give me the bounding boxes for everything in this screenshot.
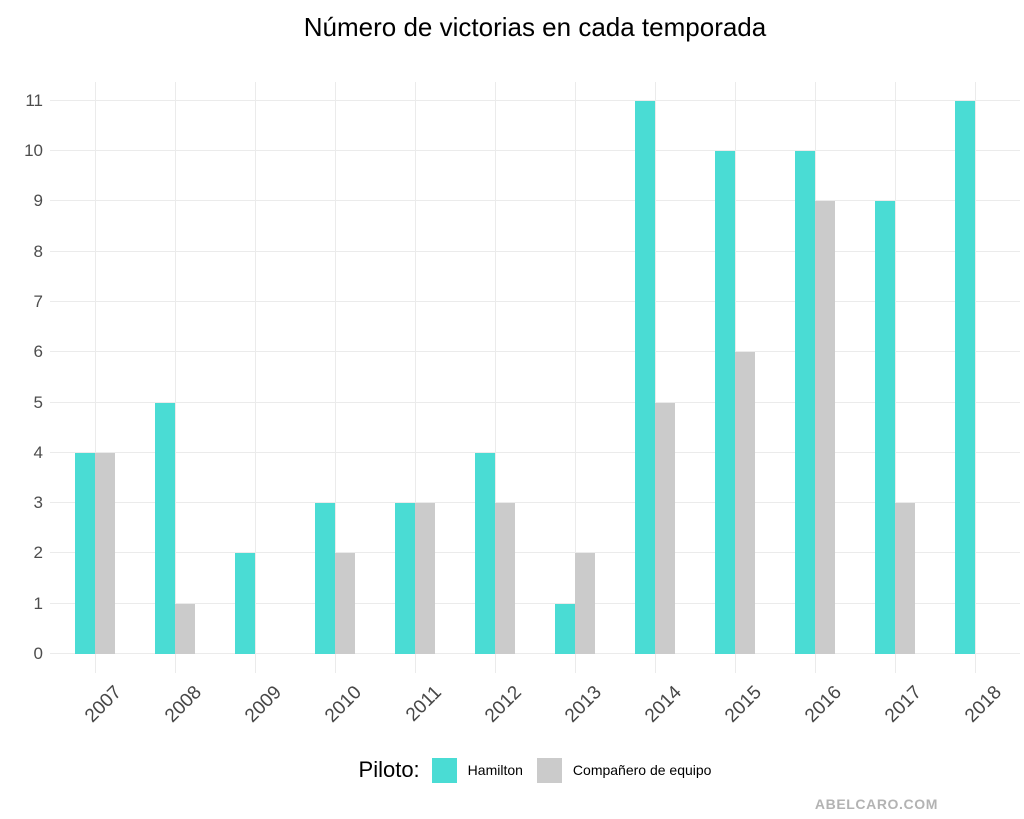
- x-tick-label: 2015: [721, 682, 766, 727]
- x-tick-label: 2011: [402, 682, 446, 726]
- watermark: ABELCARO.COM: [814, 796, 938, 812]
- y-tick-label: 8: [33, 241, 43, 261]
- bar-hamilton-2013: [555, 603, 575, 654]
- bar-teammate-2008: [175, 603, 195, 654]
- legend-item-teammate: Compañero de equipo: [536, 757, 712, 783]
- y-tick-label: 10: [24, 141, 43, 160]
- v-gridline: [895, 82, 896, 673]
- bar-teammate-2010: [335, 553, 355, 654]
- h-gridline: [50, 150, 1020, 151]
- legend-swatch-hamilton: [431, 757, 457, 783]
- v-gridline: [655, 82, 656, 673]
- x-tick-label: 2010: [321, 682, 366, 727]
- bar-hamilton-2010: [315, 503, 335, 654]
- bar-hamilton-2018: [955, 100, 975, 654]
- y-tick-label: 1: [33, 593, 43, 613]
- h-gridline: [50, 250, 1020, 252]
- bar-hamilton-2007: [75, 452, 95, 654]
- legend-label-teammate: Compañero de equipo: [572, 762, 712, 778]
- h-gridline: [50, 200, 1020, 202]
- bar-teammate-2017: [895, 503, 915, 654]
- y-tick-label: 3: [33, 493, 43, 513]
- legend-swatch-teammate: [536, 757, 562, 783]
- x-tick-label: 2009: [241, 682, 286, 727]
- chart-legend: Piloto: Hamilton Compañero de equipo: [50, 757, 1020, 783]
- y-tick-label: 7: [33, 291, 43, 311]
- y-tick-label: 2: [33, 543, 43, 563]
- y-tick-label: 9: [33, 191, 43, 211]
- y-tick-label: 6: [33, 342, 43, 362]
- bar-hamilton-2011: [395, 503, 415, 654]
- bar-hamilton-2016: [795, 151, 815, 654]
- bar-teammate-2011: [415, 503, 435, 654]
- chart-title: Número de victorias en cada temporada: [303, 12, 767, 42]
- x-tick-label: 2012: [481, 682, 526, 727]
- x-tick-label: 2007: [81, 682, 126, 727]
- h-gridline: [50, 351, 1020, 353]
- x-tick-label: 2014: [641, 682, 686, 727]
- x-tick-label: 2018: [961, 682, 1006, 727]
- bar-teammate-2016: [815, 201, 835, 654]
- v-gridline: [175, 82, 176, 673]
- legend-label-hamilton: Hamilton: [467, 762, 523, 778]
- bar-hamilton-2012: [475, 452, 495, 654]
- h-gridline: [50, 552, 1020, 554]
- h-gridline: [50, 401, 1020, 403]
- legend-title: Piloto:: [358, 757, 420, 782]
- y-tick-label: 0: [33, 644, 43, 663]
- bar-teammate-2015: [735, 352, 755, 654]
- v-gridline: [255, 82, 256, 673]
- bar-teammate-2012: [495, 503, 515, 654]
- v-gridline: [575, 82, 576, 673]
- bar-teammate-2014: [655, 402, 675, 654]
- bar-hamilton-2017: [875, 201, 895, 654]
- h-gridline: [50, 99, 1020, 101]
- h-gridline: [50, 602, 1020, 604]
- bar-hamilton-2009: [235, 553, 255, 654]
- bar-hamilton-2015: [715, 151, 735, 654]
- h-gridline: [50, 300, 1020, 302]
- v-gridline: [415, 82, 416, 673]
- h-gridline: [50, 451, 1020, 453]
- bar-hamilton-2014: [635, 100, 655, 654]
- y-tick-label: 4: [33, 442, 43, 462]
- x-tick-label: 2016: [801, 682, 846, 727]
- v-gridline: [335, 82, 336, 673]
- h-gridline: [50, 653, 1020, 654]
- legend-items: Hamilton Compañero de equipo: [431, 757, 712, 783]
- v-gridline: [975, 82, 976, 673]
- v-gridline: [95, 82, 96, 673]
- h-gridline: [50, 502, 1020, 504]
- v-gridline: [495, 82, 496, 673]
- x-tick-label: 2013: [561, 682, 606, 727]
- x-tick-label: 2008: [161, 682, 206, 727]
- legend-item-hamilton: Hamilton: [431, 757, 523, 783]
- bar-teammate-2007: [95, 452, 115, 654]
- bar-teammate-2013: [575, 553, 595, 654]
- x-tick-label: 2017: [881, 682, 926, 727]
- y-tick-label: 11: [25, 90, 43, 110]
- y-tick-label: 5: [33, 392, 43, 412]
- plot-panel: [50, 82, 1020, 673]
- bar-hamilton-2008: [155, 402, 175, 654]
